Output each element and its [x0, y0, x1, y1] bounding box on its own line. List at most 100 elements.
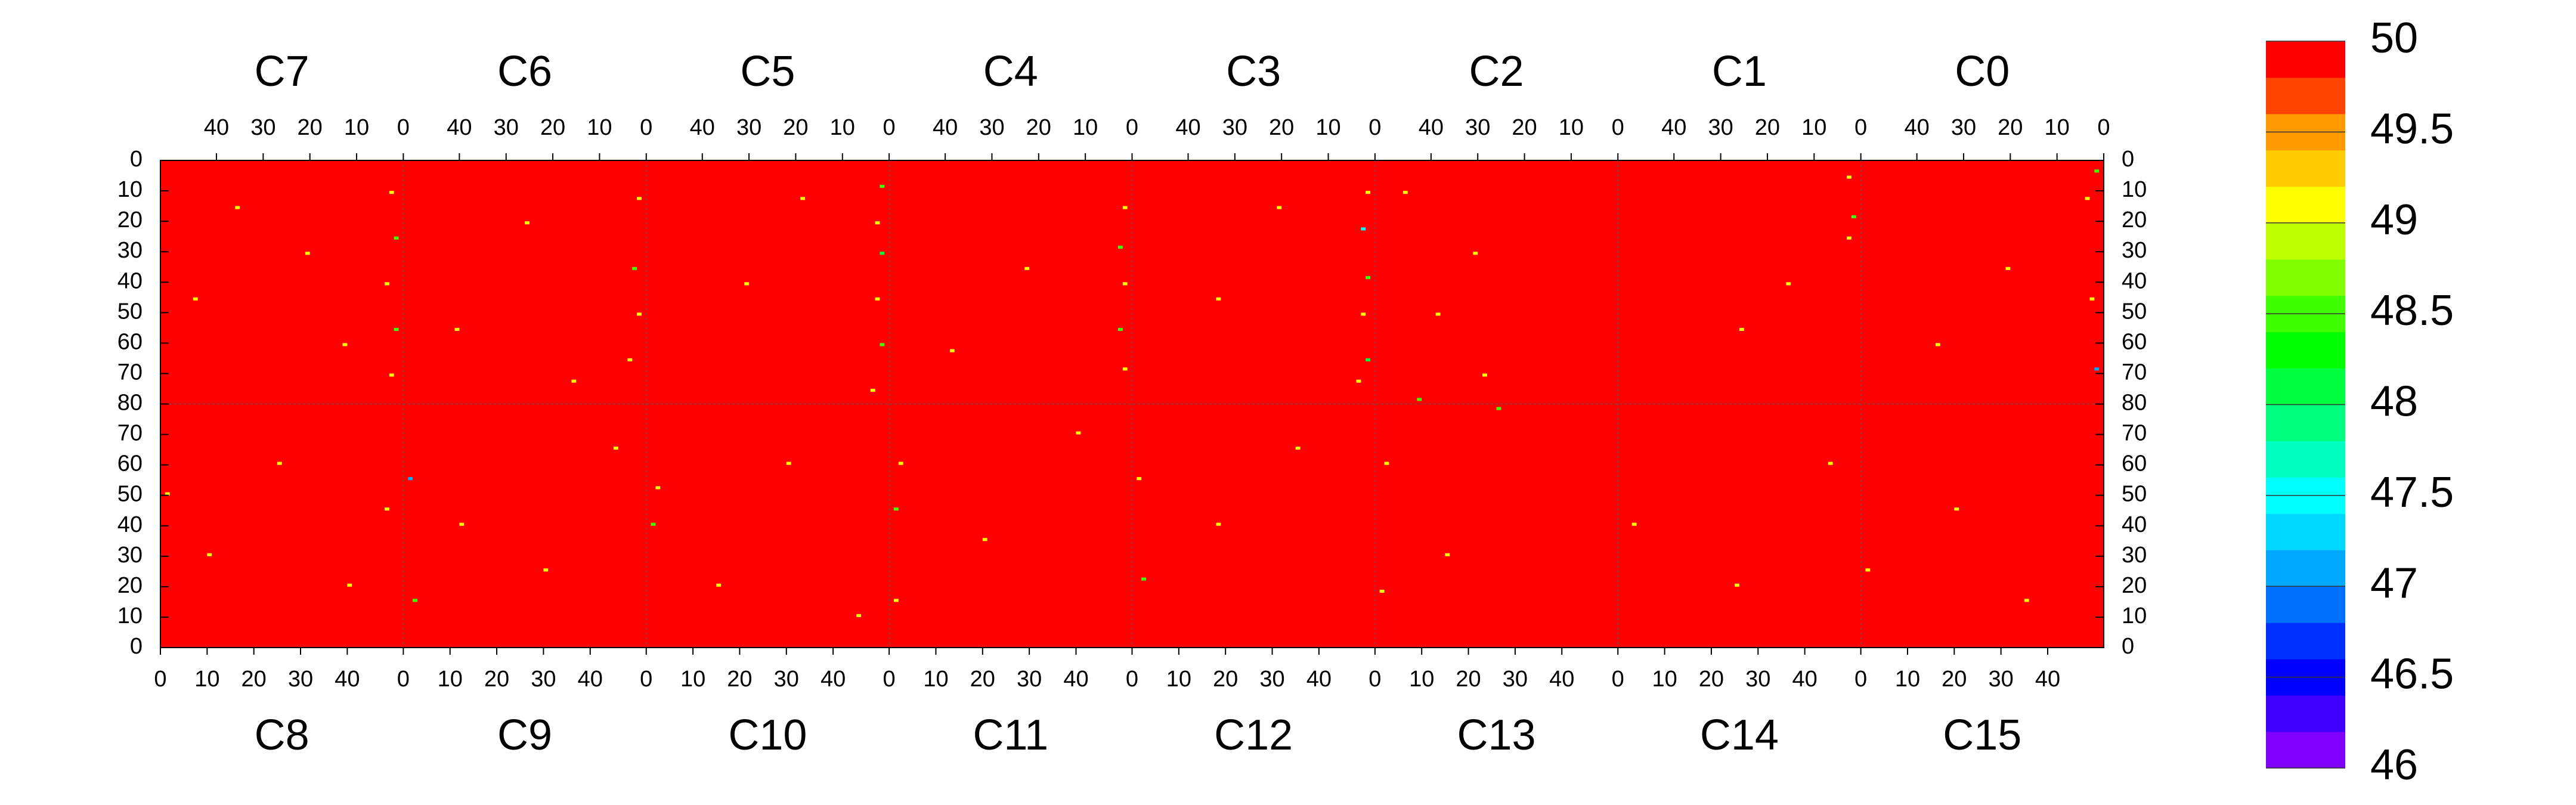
- heatmap-cell: [1122, 282, 1128, 286]
- x-tick-label: 40: [1063, 667, 1088, 692]
- y-tick-label: 10: [2122, 603, 2147, 628]
- heatmap-cell: [1024, 267, 1030, 270]
- heatmap-cell: [1384, 462, 1389, 465]
- heatmap-cell: [880, 252, 885, 255]
- heatmap-cell: [1496, 407, 1501, 410]
- y-tick-label: 80: [117, 391, 143, 416]
- heatmap-cell: [1356, 379, 1361, 383]
- heatmap-cell: [1445, 553, 1450, 556]
- y-tick-label: 20: [2122, 208, 2147, 233]
- heatmap-cell: [1361, 312, 1366, 316]
- heatmap-cell: [632, 267, 637, 270]
- y-tick-label: 40: [117, 512, 143, 537]
- x-tick-label: 10: [1895, 667, 1920, 692]
- x-tick-label: 20: [1213, 667, 1238, 692]
- x-tick-label: 0: [154, 667, 166, 692]
- colorbar-band: [2266, 77, 2345, 114]
- x-tick-label: 0: [1368, 667, 1381, 692]
- x-tick-label: 10: [438, 667, 463, 692]
- y-tick-label: 60: [117, 329, 143, 354]
- panel-label: C3: [1226, 48, 1281, 95]
- y-tick-label: 10: [117, 603, 143, 628]
- heatmap-cell: [389, 191, 394, 194]
- panel-label: C9: [497, 711, 552, 759]
- x-tick-label: 40: [1306, 667, 1332, 692]
- x-tick-label: 30: [288, 667, 313, 692]
- colorbar-tick-label: 48.5: [2370, 287, 2454, 335]
- heatmap-cell: [1117, 245, 1123, 249]
- heatmap-cell: [1141, 577, 1147, 581]
- x-tick-label: 0: [1126, 115, 1138, 140]
- y-tick-label: 70: [117, 421, 143, 446]
- x-tick-label: 20: [970, 667, 995, 692]
- colorbar-band: [2266, 695, 2345, 732]
- heatmap-cell: [1786, 282, 1791, 286]
- heatmap-cell: [1847, 236, 1852, 240]
- x-tick-label: 10: [1559, 115, 1584, 140]
- heatmap-cell: [744, 282, 750, 286]
- x-tick-label: 30: [1989, 667, 2014, 692]
- heatmap-cell: [856, 614, 862, 617]
- heatmap-cell: [305, 252, 310, 255]
- heatmap-cell: [1417, 398, 1422, 401]
- colorbar-tick-label: 47: [2370, 559, 2418, 607]
- y-tick-label: 0: [2122, 634, 2134, 659]
- x-tick-label: 40: [2035, 667, 2060, 692]
- colorbar-tick-label: 50: [2370, 14, 2418, 62]
- x-tick-label: 10: [2045, 115, 2070, 140]
- x-tick-label: 20: [1699, 667, 1724, 692]
- heatmap-cell: [1739, 327, 1744, 331]
- heatmap-cell: [408, 477, 413, 481]
- heatmap-cell: [1122, 206, 1128, 209]
- y-tick-label: 50: [2122, 299, 2147, 324]
- colorbar-tick-label: 49.5: [2370, 105, 2454, 153]
- heatmap-cell: [1435, 312, 1441, 316]
- x-tick-label: 0: [397, 115, 410, 140]
- x-tick-label: 0: [883, 667, 896, 692]
- x-tick-label: 30: [774, 667, 799, 692]
- x-tick-label: 30: [1745, 667, 1770, 692]
- x-tick-label: 40: [1661, 115, 1686, 140]
- colorbar-band: [2266, 623, 2345, 660]
- y-tick-label: 80: [2122, 391, 2147, 416]
- x-tick-label: 20: [1456, 667, 1481, 692]
- panel-label: C2: [1469, 48, 1524, 95]
- heatmap-cell: [655, 486, 661, 490]
- heatmap-cell: [1865, 568, 1871, 572]
- heatmap-cell: [1851, 215, 1856, 219]
- heatmap-cell: [347, 583, 352, 587]
- heatmap-cell: [277, 462, 282, 465]
- x-tick-label: 10: [830, 115, 855, 140]
- heatmap-cell: [543, 568, 549, 572]
- x-tick-label: 20: [484, 667, 509, 692]
- colorbar-band: [2266, 586, 2345, 623]
- y-tick-label: 50: [117, 482, 143, 507]
- y-tick-label: 70: [117, 360, 143, 385]
- heatmap-cell: [2085, 197, 2090, 200]
- y-tick-label: 30: [117, 543, 143, 568]
- heatmap-cell: [1216, 297, 1221, 301]
- heatmap-cell: [875, 221, 880, 225]
- heatmap-cell: [1379, 589, 1385, 593]
- x-tick-label: 20: [298, 115, 323, 140]
- heatmap-cell: [949, 349, 955, 352]
- heatmap-cell: [786, 462, 791, 465]
- y-tick-label: 30: [2122, 543, 2147, 568]
- x-tick-label: 10: [587, 115, 612, 140]
- y-tick-label: 10: [2122, 177, 2147, 202]
- x-tick-label: 0: [1612, 115, 1624, 140]
- panel-label: C1: [1712, 48, 1767, 95]
- x-tick-label: 30: [1259, 667, 1284, 692]
- heatmap-cell: [982, 538, 987, 541]
- colorbar-band: [2266, 368, 2345, 405]
- heatmap-cell: [1473, 252, 1478, 255]
- x-tick-label: 10: [1315, 115, 1340, 140]
- x-tick-label: 40: [690, 115, 715, 140]
- x-tick-label: 30: [736, 115, 761, 140]
- panel-label: C11: [973, 711, 1048, 759]
- x-tick-label: 10: [344, 115, 369, 140]
- x-tick-label: 0: [883, 115, 896, 140]
- x-tick-label: 30: [1017, 667, 1042, 692]
- heatmap-cell: [2089, 297, 2095, 301]
